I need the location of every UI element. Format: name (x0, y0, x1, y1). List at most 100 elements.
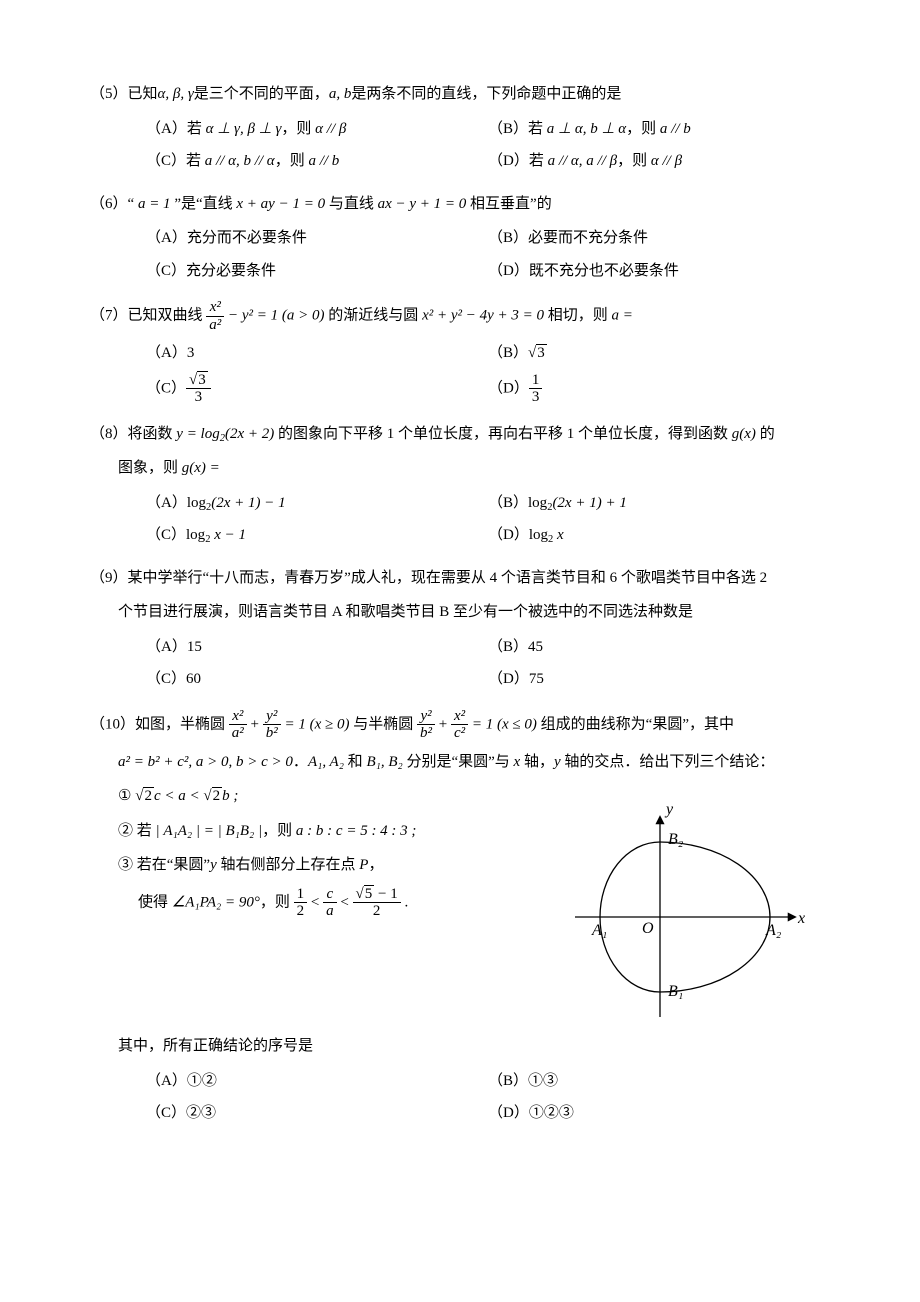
q8-s2: 的图象向下平移 1 个单位长度，再向右平移 1 个单位长度，得到函数 (274, 426, 732, 442)
q10-p1: + (247, 716, 263, 732)
q8C-l: （C）log (146, 527, 205, 543)
q10-l2f: 分别是“果圆”与 (403, 754, 514, 770)
q10-l2j: 轴的交点．给出下列三个结论： (561, 754, 775, 770)
q8-gx: g(x) (732, 426, 756, 442)
q5C-c: a // b (308, 153, 339, 169)
q10-body: ① 2c < a < 2b ; ② 若 | A₁A₂ | = | B₁B₂ |，… (90, 782, 830, 1032)
q7-frac: x²a² (206, 299, 224, 333)
q10-dot: . (401, 894, 409, 910)
q5B-l: （B）若 (488, 121, 547, 137)
q10-tail: 其中，所有正确结论的序号是 (90, 1032, 830, 1061)
q7C-d: 3 (186, 389, 211, 406)
q7D-frac: 13 (529, 372, 543, 406)
q8B-l: （B）log (488, 495, 547, 511)
q5A-c: α // β (315, 121, 346, 137)
q6-opt-b: （B）必要而不充分条件 (488, 224, 830, 253)
q8-num: （8） (90, 426, 128, 442)
q7-s3: 相切，则 (544, 307, 612, 323)
q10-stem: （10）如图，半椭圆 x²a² + y²b² = 1 (x ≥ 0) 与半椭圆 … (90, 708, 830, 742)
q5D-c: α // β (651, 153, 682, 169)
q5-opt-d: （D）若 a // α, a // β，则 α // β (488, 147, 830, 176)
q5D-r: ，则 (617, 153, 651, 169)
q6-d: 相互垂直”的 (466, 196, 551, 212)
q10-fr3d: 2 (353, 903, 401, 920)
sqrt-icon: 5 (356, 886, 375, 903)
q7-s2: 的渐近线与圆 (325, 307, 423, 323)
q10-fr3: 5 − 12 (353, 886, 401, 920)
q10-f3n: y² (417, 708, 435, 726)
q8-stem: （8）将函数 y = log2(2x + 2) 的图象向下平移 1 个单位长度，… (90, 420, 830, 449)
q10-s2: 与半椭圆 (350, 716, 418, 732)
svg-text:A₂: A₂ (765, 922, 782, 939)
q10-opt-b: （B）①③ (488, 1067, 830, 1096)
q6-opt-c: （C）充分必要条件 (146, 257, 488, 286)
q10-f4: x²c² (451, 708, 468, 742)
q7B-r: 3 (536, 344, 547, 361)
q10-options: （A）①② （B）①③ （C）②③ （D）①②③ (90, 1067, 830, 1132)
q10-p2: + (435, 716, 451, 732)
q10-st3y: y (210, 857, 217, 873)
q10-s3: 组成的曲线称为“果圆”，其中 (537, 716, 734, 732)
q10-st1a: 2 (143, 787, 154, 804)
sqrt-icon: 2 (203, 782, 222, 811)
q7-ht: − y² = 1 (a > 0) (224, 307, 324, 323)
q10-s1: 如图，半椭圆 (135, 716, 229, 732)
q6-l1: x + ay − 1 = 0 (236, 196, 325, 212)
q10-figure: yxOA₁A₂B₁B₂ (520, 782, 830, 1032)
sqrt-icon: 3 (189, 372, 208, 389)
q7D-d: 3 (529, 389, 543, 406)
q10-st3m: 轴右侧部分上存在点 (217, 857, 360, 873)
q5C-m: a // α, b // α (205, 153, 275, 169)
q8-opt-d: （D）log2 x (488, 521, 830, 550)
q10-fr1d: 2 (294, 903, 308, 920)
q9-stem2: 个节目进行展演，则语言类节目 A 和歌唱类节目 B 至少有一个被选中的不同选法种… (90, 598, 830, 627)
q10-l2b: ． (293, 754, 308, 770)
q5-t1: 已知 (128, 86, 158, 102)
q5B-c: a // b (660, 121, 691, 137)
q5-options: （A）若 α ⊥ γ, β ⊥ γ，则 α // β （B）若 a ⊥ α, b… (90, 115, 830, 180)
q10-opt-c: （C）②③ (146, 1099, 488, 1128)
q10-fr2n: c (323, 886, 337, 904)
q7-opt-a: （A）3 (146, 339, 488, 368)
q6-eq: a = 1 (138, 196, 171, 212)
q10-st2a: | A₁A₂ | = | B₁B₂ | (156, 823, 263, 839)
q10-st1b: c < a < (154, 788, 200, 804)
q9-opt-b: （B）45 (488, 633, 830, 662)
q10-f1: x²a² (229, 708, 247, 742)
q8D-l: （D）log (488, 527, 548, 543)
svg-text:O: O (642, 920, 654, 937)
q9-num: （9） (90, 570, 128, 586)
svg-text:A₁: A₁ (591, 922, 607, 939)
q10-f1d: a² (229, 725, 247, 742)
q7-s4: a = (612, 307, 633, 323)
q10-fr2: ca (323, 886, 337, 920)
q10-e1t: = 1 (x ≥ 0) (281, 716, 350, 732)
q5D-l: （D）若 (488, 153, 548, 169)
q8-stem2: 图象，则 g(x) = (90, 454, 830, 483)
q5-opt-a: （A）若 α ⊥ γ, β ⊥ γ，则 α // β (146, 115, 488, 144)
q5-opt-b: （B）若 a ⊥ α, b ⊥ α，则 a // b (488, 115, 830, 144)
q10-st1l: ① (118, 788, 135, 804)
q7-hd: a² (206, 317, 224, 334)
q5-planes: α, β, γ (158, 86, 194, 102)
q10-st3bl: 使得 (138, 894, 172, 910)
q10-fr1: 12 (294, 886, 308, 920)
q5-t2: 是三个不同的平面， (194, 86, 329, 102)
q5C-l: （C）若 (146, 153, 205, 169)
svg-text:y: y (664, 802, 674, 818)
q10-f2d: b² (263, 725, 281, 742)
q7B-l: （B） (488, 345, 528, 361)
q6-stem: （6）“ a = 1 ”是“直线 x + ay − 1 = 0 与直线 ax −… (90, 190, 830, 219)
q10-l2a: a² = b² + c², a > 0, b > c > 0 (118, 754, 293, 770)
q6-opt-a: （A）充分而不必要条件 (146, 224, 488, 253)
question-10: （10）如图，半椭圆 x²a² + y²b² = 1 (x ≥ 0) 与半椭圆 … (90, 708, 830, 1132)
q7-opt-d: （D）13 (488, 372, 830, 406)
q10-f4d: c² (451, 725, 468, 742)
q10-st3ba: ∠A₁PA₂ = 90° (172, 894, 260, 910)
q10-st1c: 2 (212, 787, 223, 804)
q10-f1n: x² (229, 708, 247, 726)
q6-l2: ax − y + 1 = 0 (378, 196, 467, 212)
q10-st3: ③ 若在“果圆”y 轴右侧部分上存在点 P， (90, 851, 520, 880)
q5A-m: α ⊥ γ, β ⊥ γ (206, 121, 282, 137)
q6-num: （6） (90, 196, 128, 212)
